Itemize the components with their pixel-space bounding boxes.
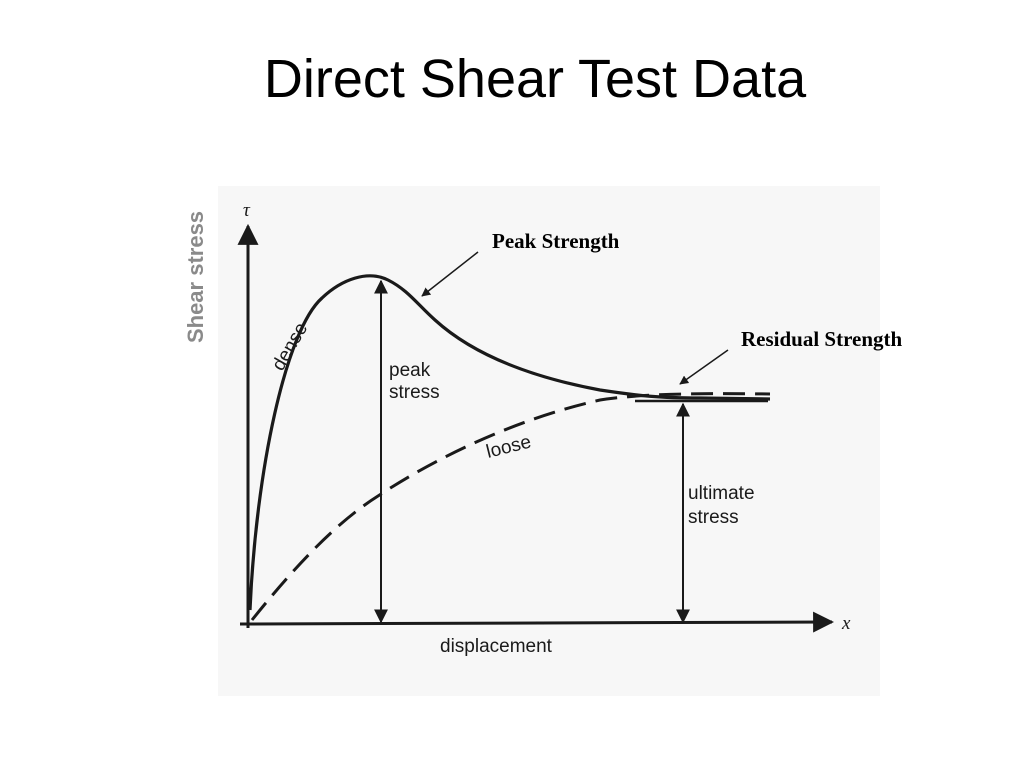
- peak-strength-pointer: [421, 251, 479, 297]
- figure-background: [218, 186, 880, 696]
- ultimate-stress-label-line1: ultimate: [688, 483, 755, 504]
- x-axis-symbol: x: [841, 613, 851, 634]
- dense-curve-label: dense: [268, 319, 312, 374]
- peak-stress-label-line1: peak: [389, 360, 431, 381]
- y-axis-symbol: τ: [243, 200, 251, 221]
- peak-stress-label-line2: stress: [389, 382, 440, 403]
- loose-curve: [250, 392, 771, 621]
- dense-curve: [248, 274, 771, 611]
- ultimate-stress-label-line2: stress: [688, 507, 739, 528]
- peak-strength-label: Peak Strength: [492, 229, 620, 253]
- x-axis-label: displacement: [440, 636, 553, 657]
- residual-strength-pointer: [679, 349, 729, 385]
- residual-strength-label: Residual Strength: [741, 327, 903, 351]
- x-axis: [239, 611, 835, 633]
- slide-title: Direct Shear Test Data: [263, 49, 807, 109]
